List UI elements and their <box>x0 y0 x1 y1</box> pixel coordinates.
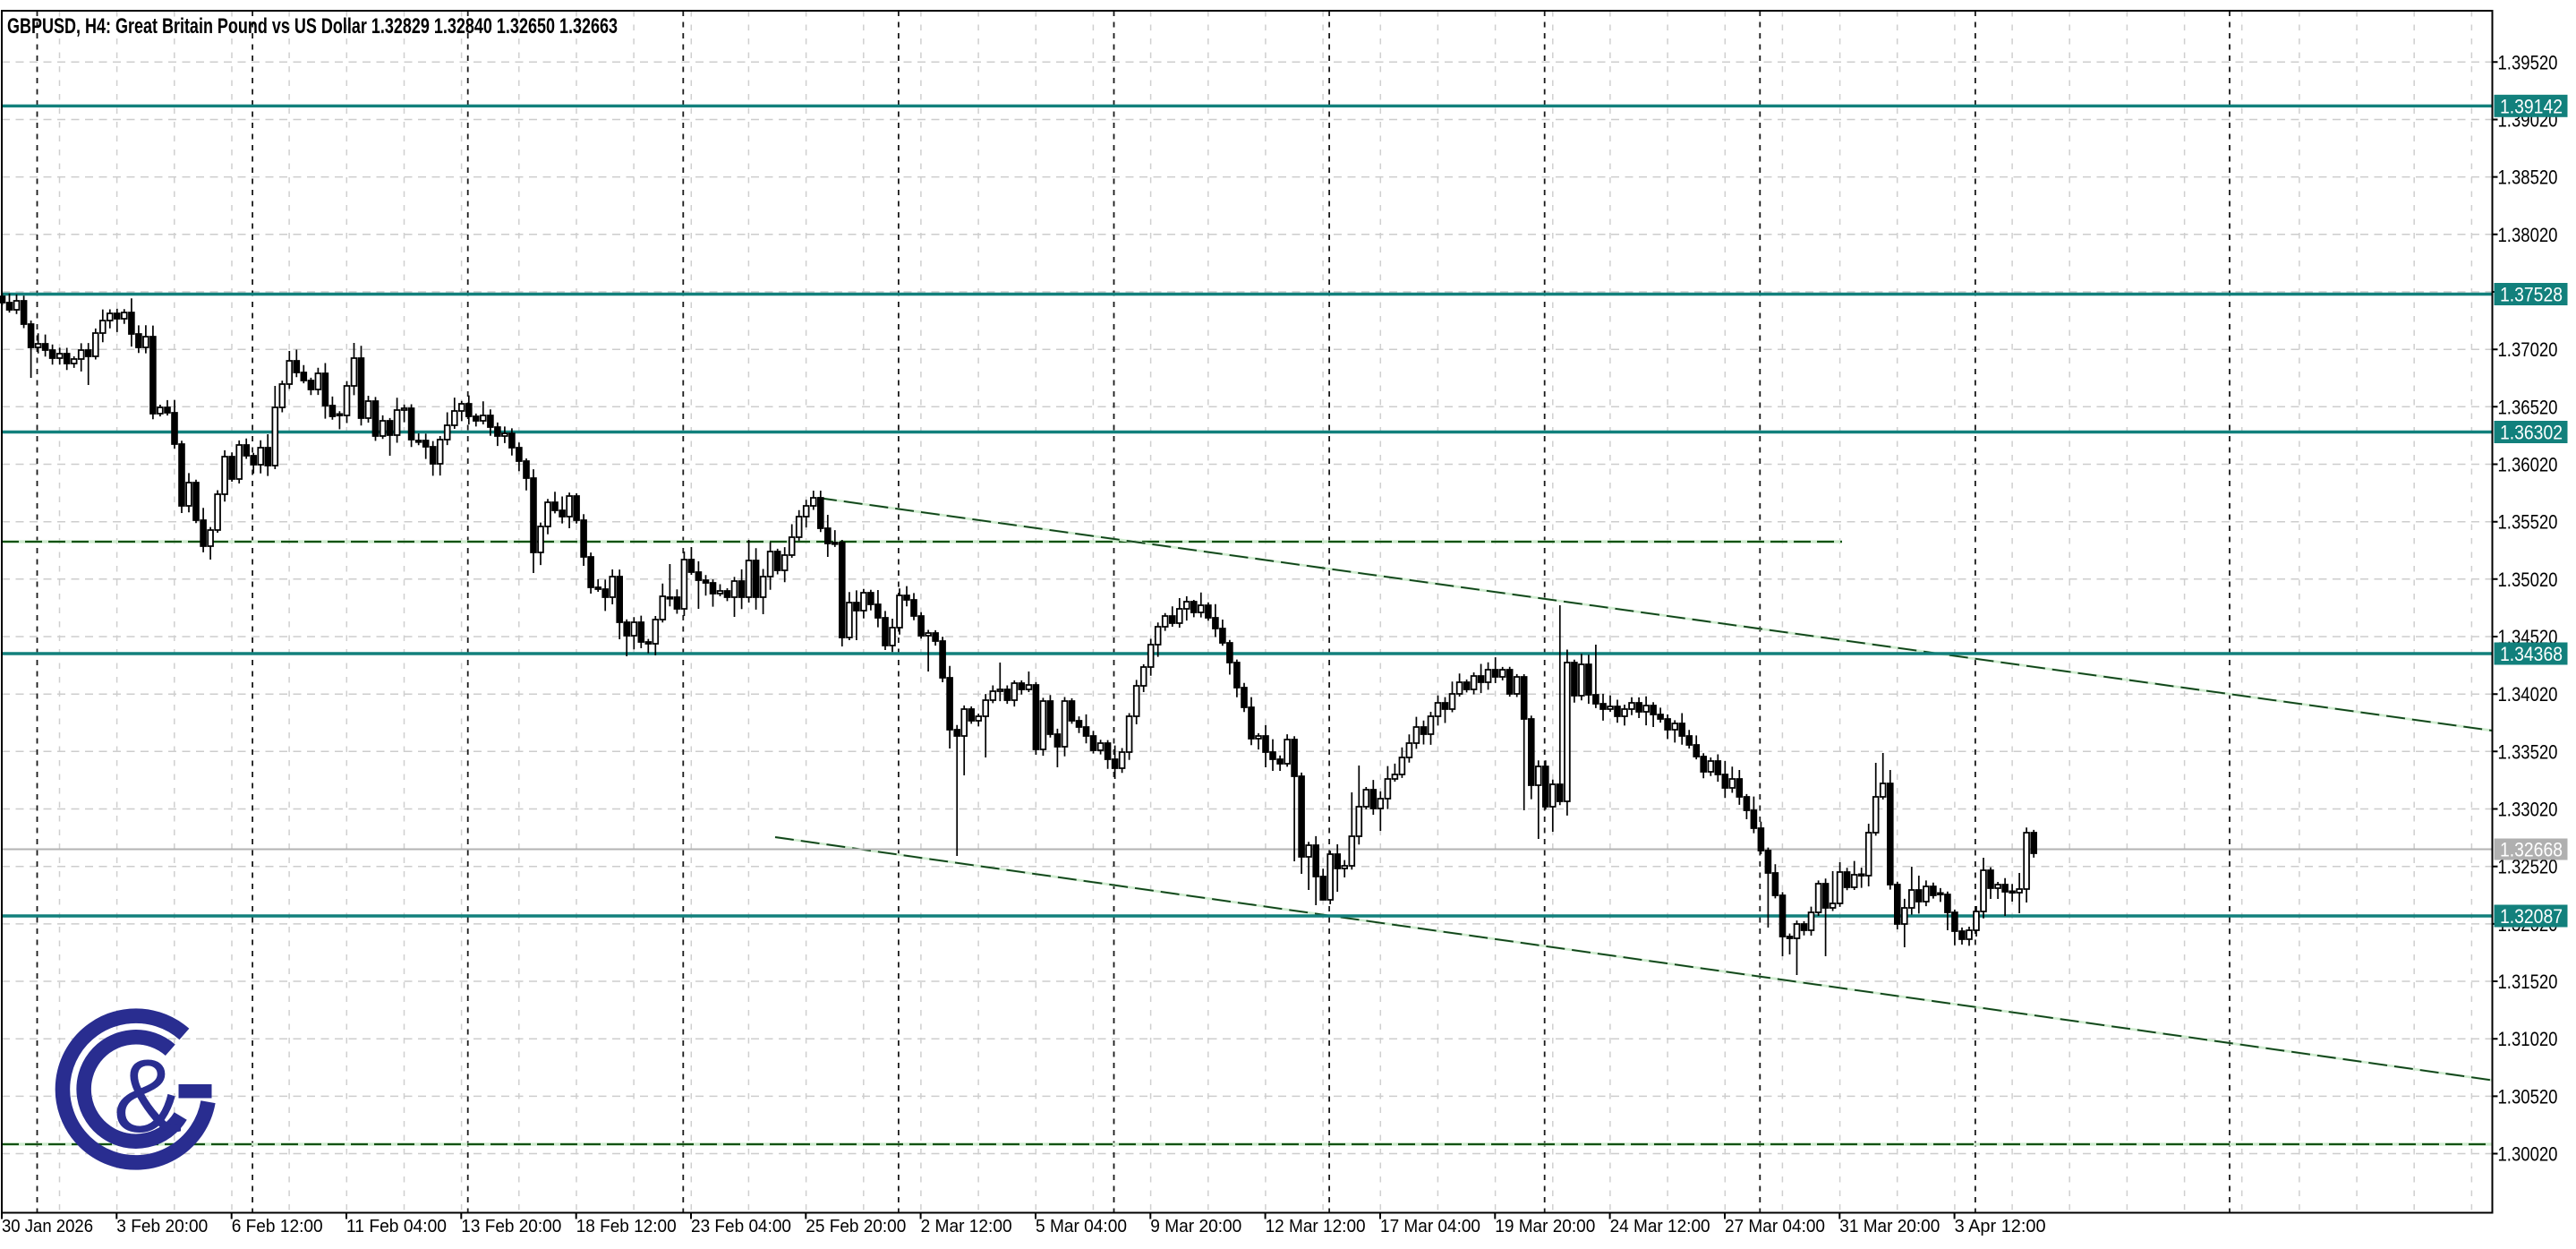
svg-text:31 Mar 20:00: 31 Mar 20:00 <box>1839 1216 1940 1236</box>
svg-text:3 Feb 20:00: 3 Feb 20:00 <box>116 1216 208 1236</box>
svg-text:1.36520: 1.36520 <box>2498 396 2558 418</box>
svg-text:1.38520: 1.38520 <box>2498 167 2558 189</box>
svg-text:1.30020: 1.30020 <box>2498 1143 2558 1166</box>
svg-text:1.35020: 1.35020 <box>2498 569 2558 591</box>
svg-text:1.34020: 1.34020 <box>2498 683 2558 706</box>
svg-text:17 Mar 04:00: 17 Mar 04:00 <box>1380 1216 1480 1236</box>
svg-text:1.33020: 1.33020 <box>2498 799 2558 821</box>
svg-text:1.30520: 1.30520 <box>2498 1085 2558 1108</box>
svg-text:27 Mar 04:00: 27 Mar 04:00 <box>1725 1216 1825 1236</box>
svg-text:18 Feb 12:00: 18 Feb 12:00 <box>576 1216 677 1236</box>
svg-text:11 Feb 04:00: 11 Feb 04:00 <box>346 1216 447 1236</box>
svg-text:1.39520: 1.39520 <box>2498 51 2558 73</box>
svg-text:30 Jan 2026: 30 Jan 2026 <box>2 1216 93 1236</box>
svg-text:9 Mar 20:00: 9 Mar 20:00 <box>1150 1216 1241 1236</box>
svg-text:1.34368: 1.34368 <box>2500 643 2563 665</box>
svg-text:1.39142: 1.39142 <box>2500 95 2563 117</box>
svg-text:6 Feb 12:00: 6 Feb 12:00 <box>232 1216 323 1236</box>
svg-text:1.32668: 1.32668 <box>2500 839 2563 861</box>
svg-text:12 Mar 12:00: 12 Mar 12:00 <box>1266 1216 1366 1236</box>
svg-text:1.33520: 1.33520 <box>2498 740 2558 763</box>
svg-text:GBPUSD, H4: Great Britain Pou: GBPUSD, H4: Great Britain Pound vs US Do… <box>7 14 618 38</box>
svg-text:1.31520: 1.31520 <box>2498 971 2558 993</box>
svg-text:19 Mar 20:00: 19 Mar 20:00 <box>1495 1216 1595 1236</box>
svg-text:24 Mar 12:00: 24 Mar 12:00 <box>1610 1216 1710 1236</box>
svg-text:1.36302: 1.36302 <box>2500 422 2563 444</box>
svg-text:13 Feb 20:00: 13 Feb 20:00 <box>461 1216 561 1236</box>
svg-text:1.31020: 1.31020 <box>2498 1028 2558 1050</box>
svg-text:1.37528: 1.37528 <box>2500 284 2563 306</box>
svg-text:25 Feb 20:00: 25 Feb 20:00 <box>806 1216 906 1236</box>
svg-text:1.38020: 1.38020 <box>2498 224 2558 246</box>
svg-text:&: & <box>114 1038 183 1154</box>
svg-text:2 Mar 12:00: 2 Mar 12:00 <box>921 1216 1012 1236</box>
svg-text:3 Apr 12:00: 3 Apr 12:00 <box>1955 1216 2046 1236</box>
svg-text:1.35520: 1.35520 <box>2498 511 2558 534</box>
svg-text:1.37020: 1.37020 <box>2498 338 2558 361</box>
svg-text:1.32087: 1.32087 <box>2500 905 2563 928</box>
svg-text:5 Mar 04:00: 5 Mar 04:00 <box>1036 1216 1127 1236</box>
svg-text:1.36020: 1.36020 <box>2498 454 2558 476</box>
svg-text:23 Feb 04:00: 23 Feb 04:00 <box>691 1216 791 1236</box>
